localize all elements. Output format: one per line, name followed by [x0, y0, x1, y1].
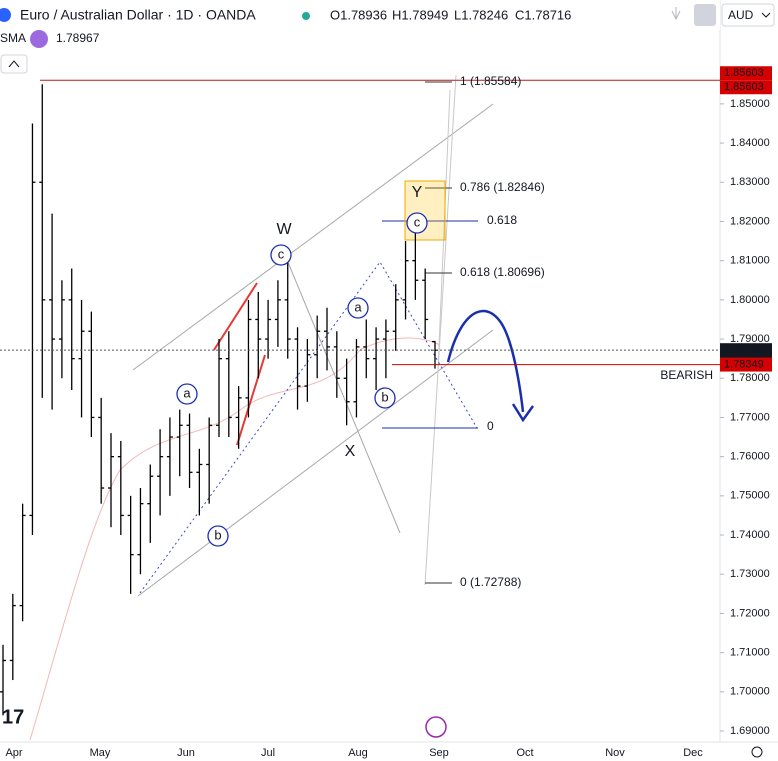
red-impulse	[236, 354, 266, 446]
fib-trend-line	[424, 74, 457, 586]
red-impulse	[213, 282, 258, 351]
price-tag	[720, 80, 772, 95]
wave-circle	[176, 383, 198, 405]
subwave-label: a	[183, 385, 191, 400]
symbol-title: Euro / Australian Dollar · 1D · OANDA	[20, 7, 256, 23]
y-tick-label: 1.80000	[730, 294, 770, 306]
y-tick-label: 1.79000	[730, 333, 770, 345]
y-tick-label: 1.72000	[730, 607, 770, 619]
subwave-label: b	[214, 527, 221, 542]
subwave-label: b	[381, 389, 388, 404]
fib-label: 0.786 (1.82846)	[460, 180, 545, 194]
signal-label: BEARISH	[660, 368, 713, 382]
y-tick-label: 1.73000	[730, 568, 770, 580]
y-tick-label: 1.69000	[730, 725, 770, 737]
wave-circle	[270, 244, 292, 266]
ohlc-open: O1.78936	[330, 7, 387, 22]
settings-icon[interactable]	[751, 746, 763, 758]
y-tick-label: 1.77000	[730, 411, 770, 423]
y-tick-label: 1.76000	[730, 451, 770, 463]
fib-label: 0.618 (1.80696)	[460, 265, 545, 279]
forecast-arrow	[446, 309, 525, 413]
currency-box[interactable]	[721, 3, 775, 27]
y-tick-label: 1.70000	[730, 686, 770, 698]
chevron	[761, 12, 771, 18]
x-tick-label: Jun	[177, 747, 195, 759]
y-tick-label: 1.82000	[730, 215, 770, 227]
wave-label: Y	[412, 184, 423, 201]
x-tick-label: Oct	[516, 747, 533, 759]
price-tag	[720, 357, 772, 372]
x-tick-label: Aug	[348, 747, 368, 759]
x-tick-label: Apr	[5, 747, 22, 759]
wave-line	[284, 254, 401, 534]
channel-lower	[137, 329, 494, 597]
subwave-label: a	[354, 299, 362, 314]
wave-label: X	[345, 443, 356, 460]
x-tick-label: Dec	[683, 747, 703, 759]
y-tick-label: 1.85000	[730, 98, 770, 110]
fib-trend-line	[437, 89, 451, 371]
y-tick-label: 1.84000	[730, 137, 770, 149]
wave-circle	[347, 297, 369, 319]
x-tick-label: Sep	[429, 747, 449, 759]
ohlc-high: H1.78949	[392, 7, 448, 22]
subwave-label: c	[278, 246, 285, 261]
y-tick-label: 1.75000	[730, 490, 770, 502]
collapse-button[interactable]	[0, 54, 28, 74]
price-tag-label: 1.85603	[724, 67, 764, 79]
symbol-icon	[0, 8, 11, 22]
chevron	[8, 60, 20, 68]
arrow-head	[511, 403, 535, 423]
price-axis	[720, 0, 778, 761]
ohlc-close: C1.78716	[515, 7, 571, 22]
wave-label: W	[276, 221, 292, 238]
indicator-value: 1.78967	[56, 31, 100, 45]
blue-fib-label: 0.618	[487, 213, 517, 227]
y-tick-label: 1.81000	[730, 255, 770, 267]
tv-logo: 17	[2, 706, 24, 728]
fib-label: 0 (1.72788)	[460, 575, 521, 589]
event-icon[interactable]	[425, 716, 447, 738]
indicator-name[interactable]: SMA	[0, 31, 26, 45]
down-icon[interactable]	[671, 7, 681, 21]
wave-circle	[207, 525, 229, 547]
status-dot	[302, 12, 310, 20]
ohlc-low: L1.78246	[454, 7, 508, 22]
blue-fib-label: 0	[487, 419, 494, 433]
price-tag-label: 1.78349	[724, 358, 764, 370]
y-tick-label: 1.83000	[730, 176, 770, 188]
channel-upper	[132, 103, 494, 371]
dotted-projection	[139, 261, 478, 594]
indicator-icon[interactable]	[30, 30, 48, 48]
y-tick-label: 1.71000	[730, 647, 770, 659]
wave-circle	[374, 387, 396, 409]
x-tick-label: Nov	[605, 747, 625, 759]
wave-circle	[406, 212, 428, 234]
screenshot-button[interactable]	[694, 4, 716, 26]
price-tag-label: 1.85603	[724, 81, 764, 93]
header-bar	[0, 0, 720, 30]
fib-label: 1 (1.85584)	[460, 74, 521, 88]
y-tick-label: 1.78000	[730, 372, 770, 384]
x-tick-label: Jul	[261, 747, 275, 759]
currency[interactable]: AUD	[728, 8, 754, 22]
x-tick-label: May	[90, 747, 111, 759]
price-tag	[720, 66, 772, 81]
y-tick-label: 1.74000	[730, 529, 770, 541]
price-tag-label: 1.78716	[724, 344, 764, 356]
sma-line	[29, 337, 441, 741]
subwave-label: c	[414, 214, 421, 229]
